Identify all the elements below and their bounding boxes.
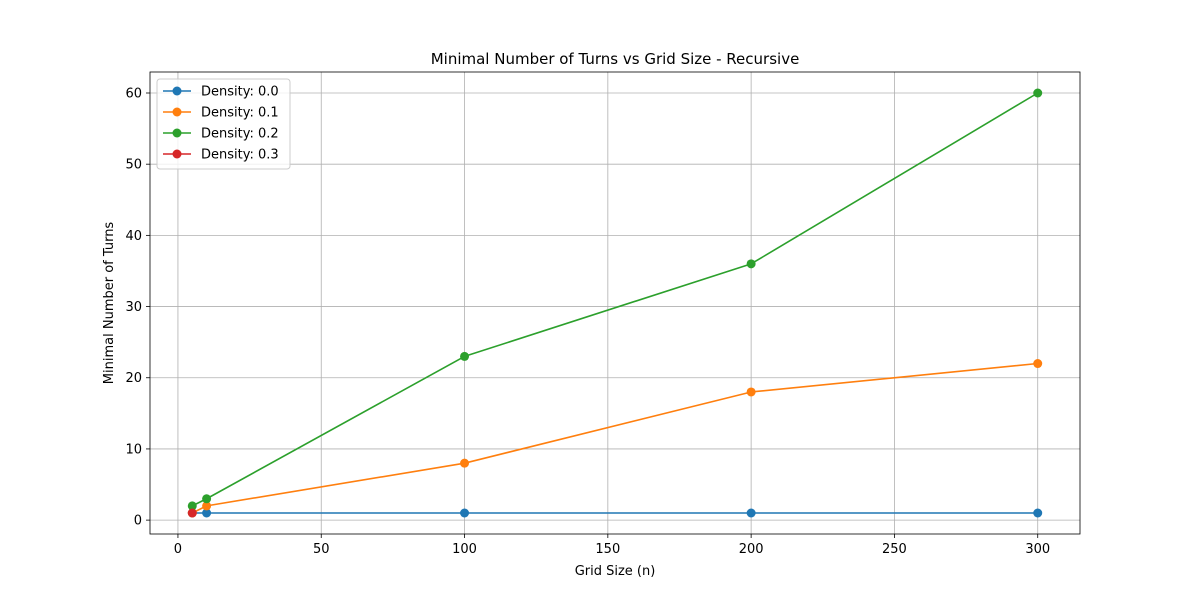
y-tick-label: 10 (125, 442, 142, 457)
series-0 (187, 508, 1043, 518)
legend-item: Density: 0.2 (163, 127, 279, 142)
legend-marker (172, 149, 182, 159)
chart-title: Minimal Number of Turns vs Grid Size - R… (431, 50, 800, 68)
ticks-layer: 0 50 100 150 200 250 300 0 10 20 30 40 50 60 (125, 87, 1050, 558)
y-tick-label: 30 (125, 300, 142, 315)
x-tick-label: 100 (452, 542, 477, 557)
x-tick-label: 300 (1025, 542, 1050, 557)
x-tick-label: 0 (174, 542, 182, 557)
legend: Density: 0.0 Density: 0.1 Density: 0.2 Dens… (156, 78, 291, 170)
data-point (187, 501, 197, 511)
series-line (191, 362, 1038, 514)
data-point (202, 501, 212, 511)
data-point (1033, 508, 1043, 518)
data-point (460, 351, 470, 361)
series-3 (187, 508, 197, 518)
legend-marker (172, 107, 182, 117)
legend-item: Density: 0.0 (163, 85, 279, 100)
x-tick-label: 250 (882, 542, 907, 557)
legend-label: Density: 0.3 (201, 148, 279, 163)
series-2 (187, 88, 1043, 511)
plot-frame (149, 71, 1081, 535)
data-point (1033, 88, 1043, 98)
x-tick-label: 150 (595, 542, 620, 557)
legend-item: Density: 0.1 (163, 106, 279, 121)
legend-marker (172, 86, 182, 96)
data-point (460, 508, 470, 518)
series-line (191, 92, 1039, 507)
legend-marker (172, 128, 182, 138)
data-point (202, 494, 212, 504)
x-tick-label: 200 (739, 542, 764, 557)
legend-item: Density: 0.3 (163, 148, 279, 163)
grid-layer (150, 72, 1080, 534)
data-point (187, 508, 197, 518)
legend-label: Density: 0.2 (201, 127, 279, 142)
series-layer (187, 88, 1043, 518)
y-tick-label: 40 (125, 229, 142, 244)
y-tick-label: 0 (134, 514, 142, 529)
y-tick-label: 50 (125, 158, 142, 173)
y-axis-label: Minimal Number of Turns (102, 222, 117, 385)
y-tick-label: 60 (125, 87, 142, 102)
data-point (746, 259, 756, 269)
legend-label: Density: 0.0 (201, 85, 279, 100)
data-point (460, 458, 470, 468)
y-tick-label: 20 (125, 371, 142, 386)
data-point (1033, 359, 1043, 369)
data-point (202, 508, 212, 518)
data-point (746, 387, 756, 397)
legend-box (156, 78, 291, 170)
data-point (746, 508, 756, 518)
x-tick-label: 50 (313, 542, 330, 557)
legend-label: Density: 0.1 (201, 106, 279, 121)
x-axis-label: Grid Size (n) (575, 564, 656, 579)
